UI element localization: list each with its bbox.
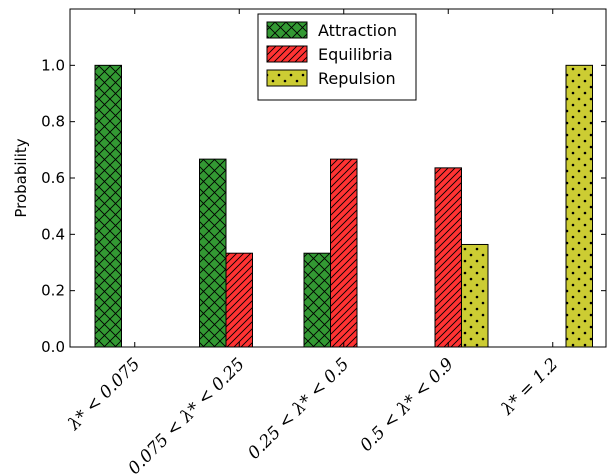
ytick-label: 0.0 [41,338,65,356]
ytick-label: 1.0 [41,56,65,74]
legend-label: Equilibria [318,45,393,64]
legend: Attraction Equilibria Repulsion [257,13,417,101]
legend-entry-repulsion: Repulsion [266,69,396,88]
legend-label: Attraction [318,21,397,40]
xtick-label: λ* < 0.075 [64,354,145,435]
bar-attraction-1 [199,158,227,348]
ytick-label: 0.8 [41,113,65,131]
bar-attraction-2 [303,252,331,348]
y-axis-label: Probability [12,138,30,217]
legend-entry-equilibria: Equilibria [266,45,393,64]
bar-equilibria-3 [434,167,462,348]
bar-repulsion-3 [461,243,489,348]
legend-entry-attraction: Attraction [266,21,397,40]
legend-label: Repulsion [318,69,396,88]
ytick-label: 0.6 [41,169,65,187]
bar-attraction-0 [94,64,122,348]
bar-equilibria-1 [225,252,253,348]
xtick-label: 0.25 < λ* < 0.5 [244,354,353,463]
ytick-label: 0.4 [41,225,65,243]
xtick-label: λ* = 1.2 [497,354,562,419]
xtick-label: 0.075 < λ* < 0.25 [124,354,248,475]
bar-equilibria-2 [330,158,358,348]
xtick-label: 0.5 < λ* < 0.9 [356,354,458,456]
bar-repulsion-4 [565,64,593,348]
ytick-label: 0.2 [41,282,65,300]
